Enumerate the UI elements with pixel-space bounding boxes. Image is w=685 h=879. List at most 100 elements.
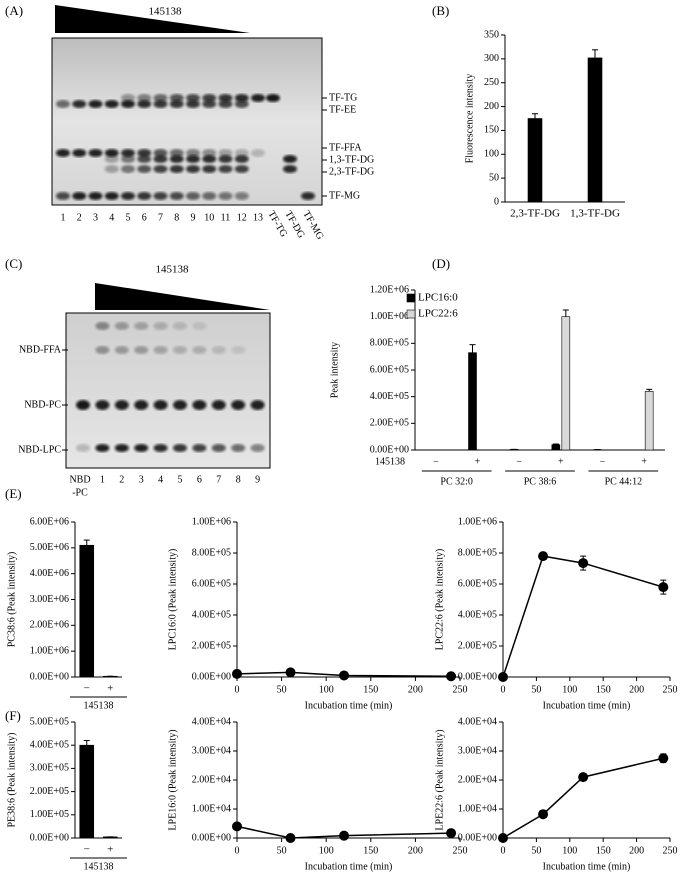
data-point	[285, 833, 296, 843]
gel-band	[218, 165, 233, 173]
y-axis-label: Peak intensity	[329, 342, 340, 398]
lane-label: 5	[178, 474, 183, 485]
data-line	[236, 671, 452, 677]
y-tick-label: 2.00E+06	[30, 620, 69, 631]
gel-band	[104, 165, 119, 173]
lane-label: 9	[191, 212, 196, 223]
y-axis-label: LPC16:0 (Peak intensity)	[167, 549, 178, 651]
data-line	[502, 555, 664, 678]
gel-band	[114, 346, 129, 354]
y-tick-label: 350	[484, 29, 499, 40]
gel-band	[250, 400, 265, 410]
y-axis-label: LPE16:0 (Peak intensity)	[167, 729, 178, 830]
gel-band	[114, 444, 129, 452]
factor-label: 145138	[375, 456, 405, 467]
lane-label: 7	[216, 474, 221, 485]
legend-swatch	[406, 309, 416, 319]
y-axis-label: LPC22:6 (Peak intensity)	[434, 549, 445, 651]
y-tick-label: 200	[484, 101, 499, 112]
gel-band	[186, 149, 200, 157]
gel-band	[121, 192, 135, 200]
y-tick-label: 8.00E+05	[458, 547, 497, 558]
gel-band	[56, 149, 70, 157]
x-tick-label: 0	[235, 684, 240, 695]
y-tick-label: 4.00E+05	[458, 609, 497, 620]
panel-label: (B)	[432, 3, 449, 18]
y-axis-label: LPE22:6 (Peak intensity)	[434, 729, 445, 830]
gel-band	[211, 444, 226, 452]
gel-band	[173, 322, 187, 330]
gel-band	[153, 100, 168, 108]
data-point	[498, 672, 508, 682]
x-tick-label: 100	[562, 684, 577, 695]
y-tick-label: 0.00E+00	[370, 444, 409, 455]
y-tick-label: 50	[489, 172, 499, 183]
gel-band	[56, 192, 70, 200]
x-tick-label: 1,3-TF-DG	[570, 208, 620, 220]
lane-label: 3	[139, 474, 144, 485]
y-tick-label: 8.00E+05	[370, 338, 409, 349]
lane-label: 8	[174, 212, 179, 223]
gel-band	[169, 192, 184, 200]
x-tick-label: +	[475, 456, 481, 467]
lane-label: NBD	[69, 474, 90, 485]
x-tick-label: 150	[596, 684, 611, 695]
y-tick-label: 2.00E+04	[458, 774, 497, 785]
lane-label: 2	[119, 474, 124, 485]
gel-band	[121, 155, 135, 163]
x-tick-label: −	[84, 683, 90, 695]
x-tick-label: 150	[363, 684, 378, 695]
band-label: TF-EE	[329, 104, 356, 115]
x-tick-label: +	[558, 456, 564, 467]
gel-band	[104, 155, 119, 163]
lane-label: 9	[255, 474, 260, 485]
data-point	[578, 558, 589, 569]
gel-band	[211, 346, 226, 354]
gel-image	[51, 37, 323, 206]
gel-band	[231, 346, 246, 354]
y-tick-label: 2.00E+05	[370, 418, 409, 429]
y-tick-label: 1.00E+04	[458, 803, 497, 814]
lane-label: 8	[236, 474, 241, 485]
factor-label: 145138	[84, 700, 114, 711]
y-tick-label: 3.00E+04	[192, 745, 231, 756]
lane-label: 10	[204, 212, 214, 223]
y-tick-label: 4.00E+05	[30, 739, 69, 750]
panel-label: (F)	[5, 708, 21, 723]
x-tick-label: 200	[629, 684, 644, 695]
lane-label: 11	[221, 212, 231, 223]
gel-band	[250, 444, 265, 452]
gel-band	[186, 100, 200, 108]
lane-label: -PC	[72, 487, 88, 498]
y-tick-label: 6.00E+06	[30, 516, 69, 527]
gel-band	[218, 94, 233, 102]
gel-band	[88, 149, 103, 157]
gel-title: 145138	[156, 264, 190, 276]
gel-band	[95, 346, 110, 354]
gel-band	[76, 400, 90, 410]
gel-band	[251, 94, 265, 102]
gel-band	[192, 444, 207, 452]
band-label: TF-FFA	[329, 142, 362, 153]
gel-band	[56, 100, 70, 108]
gel-band	[283, 165, 297, 173]
y-tick-label: 6.00E+05	[458, 578, 497, 589]
data-point	[339, 830, 350, 841]
gel-band	[169, 94, 184, 102]
data-point	[446, 671, 457, 682]
gel-bands	[56, 94, 315, 200]
gel-band	[234, 165, 249, 173]
gel-band	[186, 192, 200, 200]
y-tick-label: 0.00E+00	[458, 832, 497, 843]
factor-label: 145138	[84, 861, 114, 872]
gradient-wedge	[55, 5, 250, 33]
legend-label: LPC22:6	[418, 308, 458, 320]
gel-band	[137, 100, 152, 108]
gel-band	[137, 192, 152, 200]
y-tick-label: 0.00E+00	[192, 832, 231, 843]
gel-band	[186, 94, 200, 102]
y-tick-label: 0.00E+00	[30, 671, 69, 682]
lane-label: 7	[158, 212, 163, 223]
band-label: NBD-FFA	[19, 344, 62, 355]
gel-band	[192, 322, 207, 330]
